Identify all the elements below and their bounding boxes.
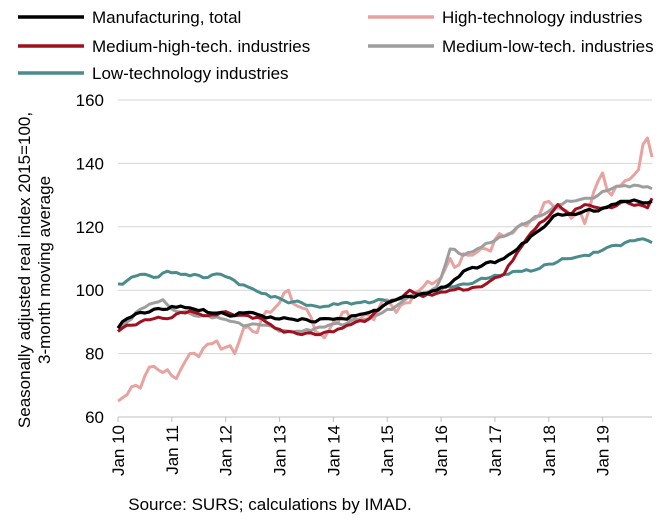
y-tick-label: 100 bbox=[76, 281, 104, 300]
x-tick-label: Jan 12 bbox=[217, 425, 236, 476]
y-tick-label: 160 bbox=[76, 91, 104, 110]
y-tick-label: 140 bbox=[76, 154, 104, 173]
x-tick-label: Jan 16 bbox=[432, 425, 451, 476]
x-axis: Jan 10 Jan 11 Jan 12 Jan 13 Jan 14 Jan 15 Jan … bbox=[109, 416, 652, 476]
y-tick-label: 80 bbox=[85, 345, 104, 364]
legend-label: High-technology industries bbox=[442, 8, 642, 27]
series-line-1 bbox=[117, 136, 654, 403]
legend-label: Low-technology industries bbox=[92, 64, 289, 83]
legend-label: Medium-low-tech. industries bbox=[442, 37, 654, 56]
y-axis-title: Seasonally adjusted real index 2015=100,… bbox=[15, 112, 54, 428]
source-note: Source: SURS; calculations by IMAD. bbox=[128, 495, 411, 514]
x-tick-label: Jan 17 bbox=[486, 425, 505, 476]
y-axis-title-line: Seasonally adjusted real index 2015=100, bbox=[15, 112, 34, 428]
legend-label: Manufacturing, total bbox=[92, 8, 241, 27]
y-axis-title-line: 3-month moving average bbox=[35, 176, 54, 364]
x-tick-label: Jan 13 bbox=[271, 425, 290, 476]
y-tick-label: 120 bbox=[76, 218, 104, 237]
legend: Manufacturing, total High-technology indu… bbox=[18, 8, 654, 83]
series-line-0 bbox=[116, 198, 653, 330]
series-lines bbox=[116, 136, 654, 403]
x-tick-label: Jan 18 bbox=[540, 425, 559, 476]
series-line-4 bbox=[117, 237, 653, 309]
x-tick-label: Jan 14 bbox=[324, 425, 343, 476]
x-tick-label: Jan 11 bbox=[163, 425, 182, 475]
x-tick-label: Jan 19 bbox=[594, 425, 613, 476]
x-tick-label: Jan 15 bbox=[378, 425, 397, 476]
y-axis-ticks: 60 80 100 120 140 160 bbox=[76, 91, 104, 427]
y-tick-label: 60 bbox=[85, 408, 104, 427]
x-tick-label: Jan 10 bbox=[109, 425, 128, 476]
legend-label: Medium-high-tech. industries bbox=[92, 37, 310, 56]
